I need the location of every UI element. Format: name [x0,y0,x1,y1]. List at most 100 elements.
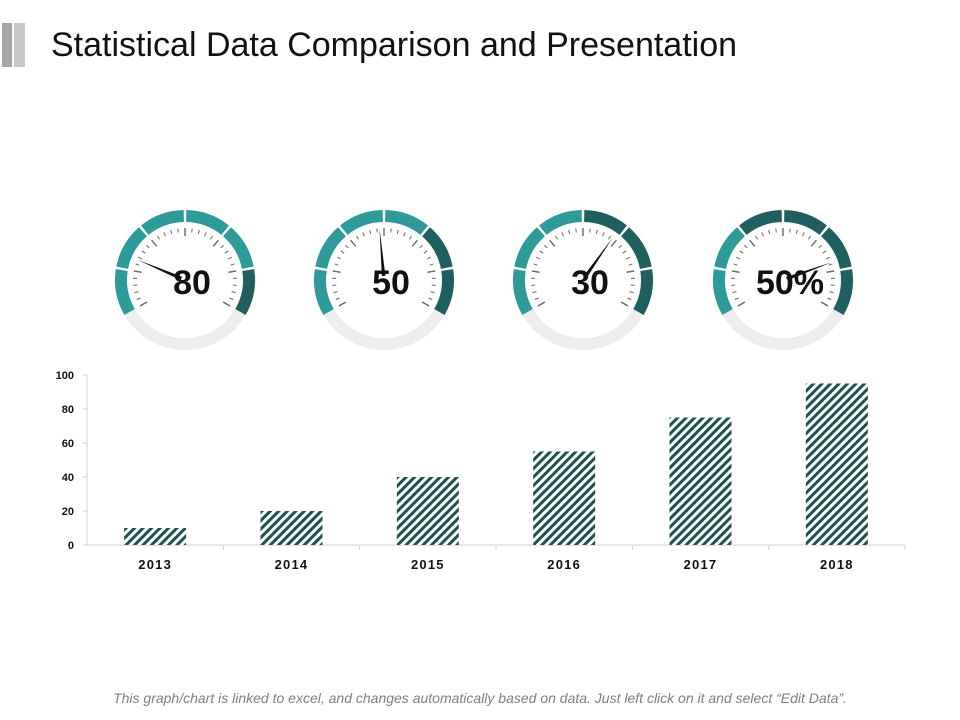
gauge-tick [139,301,148,307]
bar-2017[interactable] [669,417,732,546]
x-tick-label: 2013 [138,557,172,572]
bar-2015[interactable] [396,477,459,545]
gauge-tick [230,263,235,266]
bar-2016[interactable] [533,451,596,546]
gauge-tick [575,228,577,233]
gauge-value-label: 50% [756,264,824,302]
gauge-tick [390,228,392,233]
page-title: Statistical Data Comparison and Presenta… [51,26,738,64]
x-tick-label: 2016 [547,557,581,572]
gauge-tick [627,297,632,300]
gauge-tick [533,263,538,266]
gauge-tick [134,291,139,294]
gauge-tick [141,250,146,254]
gauge-tick [340,250,345,254]
gauge-tick [170,229,173,234]
gauge-segment [315,227,347,270]
footnote: This graph/chart is linked to excel, and… [113,690,847,706]
gauge-4[interactable]: 50% [713,210,853,350]
gauge-value-label: 50 [372,264,410,302]
gauge-tick [825,256,830,260]
gauge-segment [384,210,428,236]
gauge-tick [820,301,829,307]
gauge-tick [628,263,633,266]
title-accent-bars [0,23,28,67]
gauge-tick [227,256,232,260]
gauge-2[interactable]: 50 [314,210,454,350]
gauge-tick [568,229,571,234]
y-tick-label: 20 [62,506,74,518]
gauge-tick [333,291,338,294]
gauge-segment [539,210,583,236]
gauge-tick [430,291,435,294]
x-tick-label: 2017 [684,557,718,572]
title-accent-bar-dark [2,23,12,67]
gauge-tick [411,239,418,247]
gauge-3[interactable]: 30 [513,210,653,350]
gauge-tick [138,256,143,260]
gauge-tick [808,235,811,240]
gauge-segment [714,227,746,270]
gauge-needle [137,259,183,281]
gauge-segment [713,269,733,315]
gauge-tick [761,232,764,237]
gauge-segment [620,227,652,270]
gauge-tick [334,263,339,266]
gauge-segment [141,210,185,236]
bar-2018[interactable] [805,383,868,546]
gauge-tick [426,256,431,260]
gauge-tick [220,244,224,249]
gauge-tick [544,244,548,249]
gauge-tick [191,228,193,233]
gauge-segment [633,269,653,315]
gauge-tick [362,232,365,237]
gauge-tick [822,250,827,254]
x-tick-label: 2014 [275,557,309,572]
gauge-segment [222,227,254,270]
gauge-tick [749,239,756,247]
gauge-tick [531,270,540,274]
gauge-tick [421,301,430,307]
gauge-tick [427,270,436,274]
gauge-track [722,308,844,350]
gauge-tick [555,235,558,240]
gauge-tick [350,239,357,247]
y-tick-label: 80 [62,404,74,416]
gauge-tick [409,235,412,240]
gauge-tick [428,297,433,300]
gauge-tick [532,291,537,294]
gauge-tick [335,297,340,300]
gauge-tick [732,291,737,294]
title-accent-bar-light [14,23,25,67]
gauge-tick [608,235,611,240]
gauge-segment [783,210,827,236]
gauge-segment [421,227,453,270]
gauge-segment [185,210,229,236]
gauge-tick [197,229,200,234]
gauge-needle [379,228,386,277]
bar-2014[interactable] [260,511,323,545]
gauge-1[interactable]: 80 [115,210,255,350]
gauge-track [323,308,445,350]
gauge-tick [739,250,744,254]
gauge-tick [539,250,544,254]
gauge-tick [212,239,219,247]
bar-chart[interactable]: 0 20 40 60 80 100 2013 2014 2015 2016 2017 2018 [0,355,960,585]
gauge-tick [337,256,342,260]
bar-2013[interactable] [124,528,187,545]
gauge-tick [828,263,833,266]
gauge-track [522,308,644,350]
gauge-tick [734,297,739,300]
gauges-row[interactable]: 80 50 30 50% [0,190,960,355]
gauge-tick [231,291,236,294]
gauge-tick [338,301,347,307]
gauge-tick [332,270,341,274]
y-tick-label: 100 [56,370,74,382]
gauge-tick [228,270,237,274]
gauge-tick [534,297,539,300]
gauge-tick [561,232,564,237]
gauge-tick [549,239,556,247]
gauge-tick [229,297,234,300]
gauge-tick [733,263,738,266]
gauge-tick [736,256,741,260]
